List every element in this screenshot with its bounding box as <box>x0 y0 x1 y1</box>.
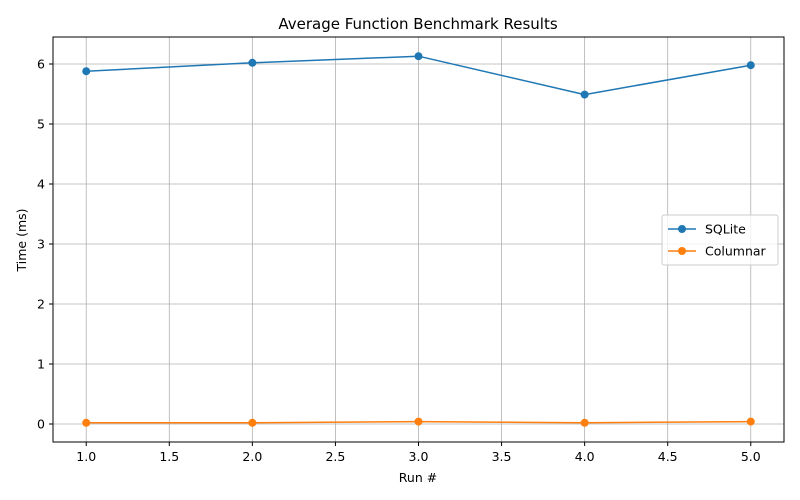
y-tick-label: 3 <box>37 237 45 252</box>
x-tick-label: 3.0 <box>409 449 429 464</box>
data-point <box>580 90 589 99</box>
y-tick-label: 2 <box>37 297 45 312</box>
data-point <box>414 52 423 61</box>
legend: SQLite Columnar <box>661 214 779 266</box>
legend-marker <box>678 225 686 233</box>
y-axis-label: Time (ms) <box>14 208 29 272</box>
legend-label: SQLite <box>705 222 746 237</box>
y-tick-label: 1 <box>37 357 45 372</box>
legend-box <box>661 214 779 266</box>
series-layer <box>82 52 755 427</box>
legend-item-columnar: Columnar <box>668 244 767 259</box>
data-point <box>248 418 257 427</box>
legend-item-sqlite: SQLite <box>668 222 746 237</box>
data-point <box>580 418 589 427</box>
x-tick-label: 2.0 <box>242 449 262 464</box>
y-tick-label: 4 <box>37 177 45 192</box>
y-tick-label: 5 <box>37 117 45 132</box>
data-point <box>414 417 423 426</box>
x-tick-label: 3.5 <box>492 449 512 464</box>
x-tick-label: 1.5 <box>159 449 179 464</box>
x-tick-label: 4.5 <box>658 449 678 464</box>
chart-title: Average Function Benchmark Results <box>278 15 557 33</box>
y-tick-label: 0 <box>37 417 45 432</box>
x-tick-label: 5.0 <box>741 449 761 464</box>
y-tick-label: 6 <box>37 57 45 72</box>
plot-frame <box>52 36 785 443</box>
x-axis-label: Run # <box>399 470 437 485</box>
legend-marker <box>678 247 686 255</box>
legend-label: Columnar <box>705 244 767 259</box>
data-point <box>82 67 91 76</box>
series-columnar <box>82 417 755 427</box>
axis-ticks: 1.0 1.5 2.0 2.5 3.0 3.5 4.0 4.5 5.0 0 1 2 3 4 5 6 <box>37 57 761 465</box>
x-tick-label: 2.5 <box>325 449 345 464</box>
x-tick-label: 4.0 <box>575 449 595 464</box>
data-point <box>248 58 257 67</box>
series-sqlite <box>82 52 755 99</box>
x-tick-label: 1.0 <box>76 449 96 464</box>
data-point <box>82 418 91 427</box>
data-point <box>746 61 755 70</box>
data-point <box>746 417 755 426</box>
